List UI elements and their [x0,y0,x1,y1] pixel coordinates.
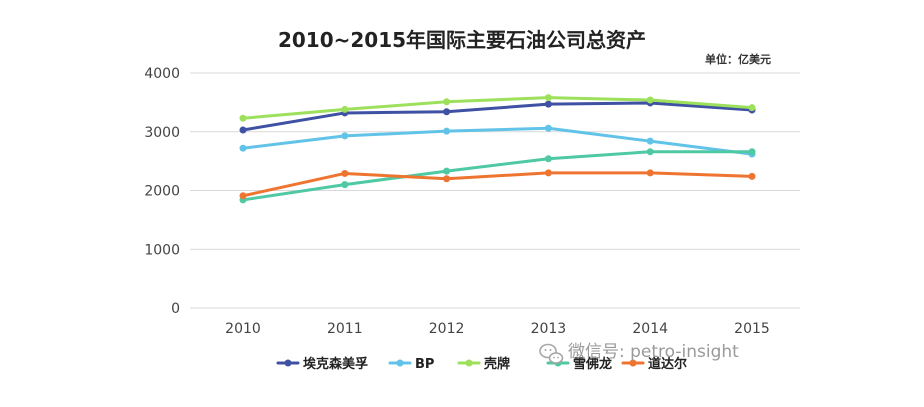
legend-item: 道达尔 [621,356,687,372]
watermark: 微信号: petro-insight [539,342,739,364]
unit-label: 单位：亿美元 [705,52,771,66]
legend-item: BP [388,357,434,372]
data-point [239,144,247,152]
data-point [341,169,349,177]
x-tick-label: 2014 [632,321,668,337]
series-line [241,126,754,156]
x-tick-label: 2010 [225,321,261,337]
data-point [443,175,451,183]
data-point [646,148,654,156]
legend-swatch-dot [629,359,637,367]
legend-swatch-dot [465,359,473,367]
legend-label: 道达尔 [648,356,687,372]
data-point [443,167,451,175]
data-point [544,100,552,108]
x-tick-label: 2015 [734,321,770,337]
gridlines [190,72,800,309]
legend: 埃克森美孚 BP 壳牌 雪佛龙 道达尔 [276,356,687,372]
data-point [748,104,756,112]
data-point [646,137,654,145]
series-line [241,96,754,120]
x-tick-label: 2011 [327,321,363,337]
legend-item: 壳牌 [457,356,510,372]
legend-swatch-dot [396,359,404,367]
series-lines [239,94,756,204]
y-tick-label: 3000 [144,125,180,141]
series-line [241,171,754,198]
legend-label: 雪佛龙 [573,356,612,372]
y-tick-label: 2000 [144,184,180,200]
data-point [239,192,247,200]
y-tick-label: 4000 [144,66,180,82]
data-point [341,132,349,140]
data-point [646,169,654,177]
series-4 [239,169,756,200]
data-point [443,108,451,116]
series-line [241,101,754,132]
data-point [544,155,552,163]
y-tick-label: 0 [171,301,180,317]
data-point [544,124,552,132]
data-point [748,172,756,180]
x-tick-label: 2013 [531,321,567,337]
data-point [544,94,552,102]
y-axis-tick-labels: 0 1000 2000 3000 4000 [144,66,180,317]
data-point [239,114,247,122]
legend-item: 埃克森美孚 [276,356,368,372]
series-2 [239,94,756,122]
data-point [544,169,552,177]
legend-swatch-dot [284,359,292,367]
data-point [341,181,349,189]
data-point [239,126,247,134]
data-point [646,96,654,104]
legend-label: 埃克森美孚 [303,356,368,372]
x-axis-tick-labels: 2010 2011 2012 2013 2014 2015 [225,321,770,337]
wechat-logo-icon [539,343,564,364]
series-line [241,150,754,202]
data-point [443,98,451,106]
legend-label: 壳牌 [483,356,510,372]
x-tick-label: 2012 [429,321,465,337]
legend-label: BP [415,357,434,372]
watermark-text: 微信号: petro-insight [568,342,739,362]
series-3 [239,148,756,204]
chart-title: 2010~2015年国际主要石油公司总资产 [278,28,646,52]
y-tick-label: 1000 [144,242,180,258]
data-point [341,105,349,113]
data-point [748,148,756,156]
data-point [443,127,451,135]
